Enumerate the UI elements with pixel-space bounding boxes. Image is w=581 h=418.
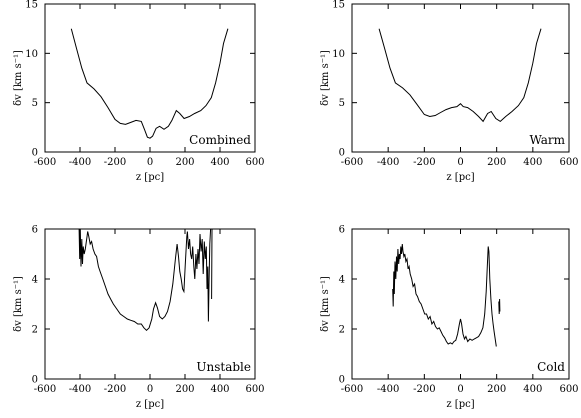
chart-panel-cold: -600 -400 -200 0 200 400 600 0 2 4 6 z [pc] δv [km s… xyxy=(320,225,579,411)
y-axis-label: δv [km s⁻¹] xyxy=(13,276,24,332)
y-tick-label: 10 xyxy=(25,49,38,60)
y-tick-label: 10 xyxy=(332,49,345,60)
y-tick-label: 4 xyxy=(339,275,345,286)
y-tick-label: 6 xyxy=(32,225,38,236)
series-line-cold-0 xyxy=(392,243,497,347)
x-axis-label: z [pc] xyxy=(446,399,474,410)
x-tick-label: 400 xyxy=(210,384,229,395)
plot-frame xyxy=(44,3,256,153)
plot-frame xyxy=(44,228,256,380)
x-tick-label: 600 xyxy=(245,157,264,168)
x-tick-label: 200 xyxy=(487,157,506,168)
y-tick-label: 15 xyxy=(25,0,38,11)
x-tick-label: -400 xyxy=(69,384,91,395)
x-tick-label: 600 xyxy=(559,157,578,168)
x-tick-label: -400 xyxy=(69,157,91,168)
series-line-warm-0 xyxy=(378,28,542,123)
x-tick-label: 0 xyxy=(457,384,463,395)
plot-frame xyxy=(351,3,570,153)
x-tick-label: 400 xyxy=(523,384,542,395)
x-tick-label: -400 xyxy=(377,384,399,395)
chart-panel-warm: -600 -400 -200 0 200 400 600 0 5 10 15 z [pc] δv [km… xyxy=(320,0,579,183)
y-tick-label: 2 xyxy=(339,325,345,336)
x-tick-label: 200 xyxy=(487,384,506,395)
x-tick-label: 400 xyxy=(210,157,229,168)
y-axis-label: δv [km s⁻¹] xyxy=(13,50,24,106)
x-tick-label: 0 xyxy=(147,384,153,395)
panel-label: Unstable xyxy=(196,360,251,374)
x-tick-label: 200 xyxy=(175,384,194,395)
x-tick-label: 600 xyxy=(245,384,264,395)
x-tick-label: -400 xyxy=(377,157,399,168)
x-axis-label: z [pc] xyxy=(446,172,474,183)
y-tick-label: 0 xyxy=(32,148,38,159)
series-line-unstable-0 xyxy=(78,229,212,331)
chart-panel-combined: -600 -400 -200 0 200 400 600 0 5 10 15 z [pc] δv [km… xyxy=(13,0,265,183)
plot-frame xyxy=(351,228,570,380)
panel-label: Cold xyxy=(537,360,565,374)
x-tick-label: 0 xyxy=(147,157,153,168)
panel-label: Combined xyxy=(189,133,251,147)
y-tick-label: 2 xyxy=(32,325,38,336)
x-tick-label: -200 xyxy=(413,384,435,395)
series-line-combined-0 xyxy=(70,28,229,139)
y-tick-label: 0 xyxy=(32,375,38,386)
x-tick-label: -600 xyxy=(341,384,363,395)
y-tick-label: 0 xyxy=(339,375,345,386)
chart-panel-unstable: -600 -400 -200 0 200 400 600 0 2 4 6 z [pc] δv [km s… xyxy=(13,225,265,411)
y-axis-label: δv [km s⁻¹] xyxy=(320,276,331,332)
y-tick-label: 5 xyxy=(339,98,345,109)
x-tick-label: 0 xyxy=(457,157,463,168)
x-tick-label: -600 xyxy=(34,384,56,395)
y-tick-label: 4 xyxy=(32,275,38,286)
x-axis-label: z [pc] xyxy=(136,399,164,410)
x-tick-label: -600 xyxy=(34,157,56,168)
y-tick-label: 5 xyxy=(32,98,38,109)
x-tick-label: 600 xyxy=(559,384,578,395)
series-line-cold-1 xyxy=(498,298,501,315)
x-tick-label: 400 xyxy=(523,157,542,168)
y-tick-label: 0 xyxy=(339,148,345,159)
panel-label: Warm xyxy=(529,133,565,147)
x-tick-label: -200 xyxy=(104,157,126,168)
y-tick-label: 15 xyxy=(332,0,345,11)
y-axis-label: δv [km s⁻¹] xyxy=(320,50,331,106)
x-tick-label: -200 xyxy=(104,384,126,395)
y-tick-label: 6 xyxy=(339,225,345,236)
x-tick-label: 200 xyxy=(175,157,194,168)
x-tick-label: -200 xyxy=(413,157,435,168)
x-axis-label: z [pc] xyxy=(136,172,164,183)
series-line-unstable-1 xyxy=(211,229,213,300)
x-tick-label: -600 xyxy=(341,157,363,168)
